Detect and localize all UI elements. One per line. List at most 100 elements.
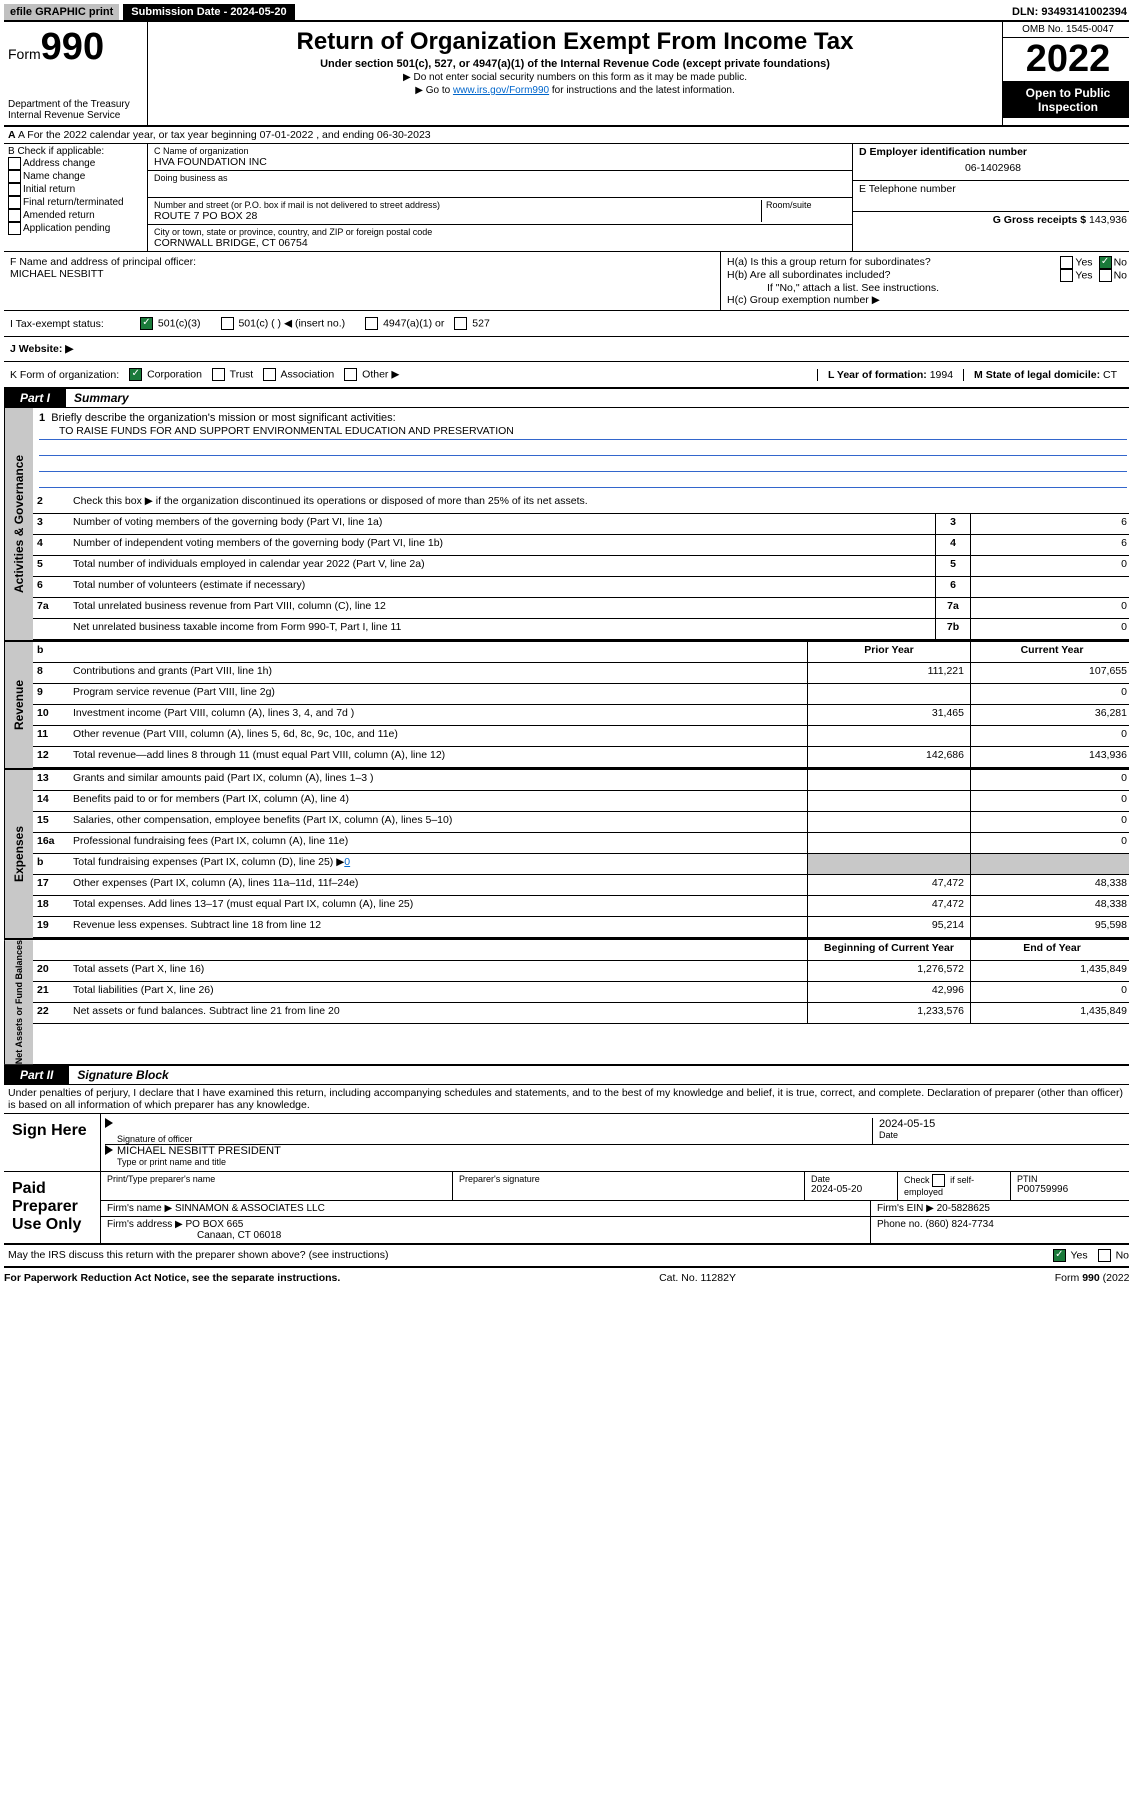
yf-value: 1994: [930, 369, 953, 381]
org-name: HVA FOUNDATION INC: [154, 156, 846, 168]
cb-initial-return[interactable]: Initial return: [8, 183, 143, 196]
sd-label: M State of legal domicile:: [974, 369, 1100, 381]
vtab-expenses: Expenses: [4, 770, 33, 938]
firm-ein-label: Firm's EIN ▶: [877, 1203, 934, 1214]
omb-number: OMB No. 1545-0047: [1003, 22, 1129, 37]
firm-name-label: Firm's name ▶: [107, 1203, 172, 1214]
note2-pre: ▶ Go to: [415, 85, 453, 96]
cb-amended-return[interactable]: Amended return: [8, 209, 143, 222]
opt-label: Corporation: [147, 368, 202, 380]
note-ssn: ▶ Do not enter social security numbers o…: [152, 72, 998, 83]
discuss-no[interactable]: No: [1098, 1249, 1129, 1262]
yes-label: Yes: [1075, 269, 1092, 281]
cb-501c3[interactable]: ✓ 501(c)(3): [140, 317, 201, 330]
footer-left: For Paperwork Reduction Act Notice, see …: [4, 1272, 340, 1284]
phone-label: E Telephone number: [859, 183, 1127, 195]
paid-preparer-row: Paid Preparer Use Only Print/Type prepar…: [4, 1172, 1129, 1245]
cb-trust[interactable]: Trust: [212, 368, 253, 381]
hb-no[interactable]: No: [1099, 269, 1127, 282]
mission-blank: [39, 473, 1127, 488]
l10-desc: Investment income (Part VIII, column (A)…: [69, 705, 807, 725]
l18-desc: Total expenses. Add lines 13–17 (must eq…: [69, 896, 807, 916]
preparer-name-label: Print/Type preparer's name: [107, 1174, 446, 1184]
ein-value: 06-1402968: [859, 158, 1127, 178]
part2-title: Signature Block: [69, 1066, 176, 1084]
cb-label: Initial return: [23, 184, 75, 195]
preparer-date-label: Date: [811, 1174, 891, 1184]
cb-application-pending[interactable]: Application pending: [8, 222, 143, 235]
column-b: B Check if applicable: Address change Na…: [4, 144, 148, 251]
l20-desc: Total assets (Part X, line 16): [69, 961, 807, 981]
l2-desc: Check this box ▶ if the organization dis…: [69, 493, 1129, 513]
l5-val: 0: [970, 556, 1129, 576]
l16b-desc: Total fundraising expenses (Part IX, col…: [69, 854, 807, 874]
l13-desc: Grants and similar amounts paid (Part IX…: [69, 770, 807, 790]
row-k: K Form of organization: ✓ Corporation Tr…: [4, 362, 1129, 389]
state-domicile: M State of legal domicile: CT: [963, 369, 1127, 381]
l7a-desc: Total unrelated business revenue from Pa…: [69, 598, 935, 618]
sig-date-label: Date: [879, 1130, 1129, 1140]
gross-receipts-value: 143,936: [1089, 214, 1127, 226]
vtab-revenue: Revenue: [4, 642, 33, 768]
column-d: D Employer identification number 06-1402…: [852, 144, 1129, 251]
address-label: Number and street (or P.O. box if mail i…: [154, 200, 761, 210]
l15-prior: [807, 812, 970, 832]
sig-date-value: 2024-05-15: [879, 1118, 1129, 1130]
l14-curr: 0: [970, 791, 1129, 811]
no-label: No: [1114, 256, 1127, 268]
cb-self-employed[interactable]: [932, 1174, 945, 1187]
mission-text: TO RAISE FUNDS FOR AND SUPPORT ENVIRONME…: [39, 425, 1127, 440]
column-f: F Name and address of principal officer:…: [4, 252, 720, 310]
cb-label: Amended return: [23, 210, 95, 221]
opt-label: 501(c) ( ) ◀ (insert no.): [238, 317, 345, 329]
net-assets-section: Net Assets or Fund Balances Beginning of…: [4, 940, 1129, 1066]
l16a-curr: 0: [970, 833, 1129, 853]
l7b-desc: Net unrelated business taxable income fr…: [69, 619, 935, 639]
row-j: J Website: ▶: [4, 337, 1129, 362]
l4-desc: Number of independent voting members of …: [69, 535, 935, 555]
l16b-curr: [970, 854, 1129, 874]
ha-label: H(a) Is this a group return for subordin…: [727, 256, 1060, 269]
ha-yes[interactable]: Yes: [1060, 256, 1092, 269]
cb-address-change[interactable]: Address change: [8, 157, 143, 170]
ha-no[interactable]: ✓No: [1099, 256, 1127, 269]
form-subtitle: Under section 501(c), 527, or 4947(a)(1)…: [152, 58, 998, 70]
opt-label: Trust: [230, 368, 254, 380]
current-year-header: Current Year: [970, 642, 1129, 662]
irs-link[interactable]: www.irs.gov/Form990: [453, 85, 549, 96]
cb-4947[interactable]: 4947(a)(1) or: [365, 317, 444, 330]
part2-header: Part II Signature Block: [4, 1066, 1129, 1085]
cb-corp[interactable]: ✓ Corporation: [129, 368, 202, 381]
l21-curr: 0: [970, 982, 1129, 1002]
paid-preparer-label: Paid Preparer Use Only: [4, 1172, 100, 1243]
opt-label: Association: [281, 368, 335, 380]
l3-val: 6: [970, 514, 1129, 534]
l17-curr: 48,338: [970, 875, 1129, 895]
firm-ein-value: 20-5828625: [937, 1203, 990, 1214]
l19-desc: Revenue less expenses. Subtract line 18 …: [69, 917, 807, 937]
l6-val: [970, 577, 1129, 597]
hb-yes[interactable]: Yes: [1060, 269, 1092, 282]
l21-desc: Total liabilities (Part X, line 26): [69, 982, 807, 1002]
top-bar: efile GRAPHIC print Submission Date - 20…: [4, 4, 1129, 22]
discuss-yes[interactable]: ✓ Yes: [1053, 1249, 1088, 1262]
sig-name-label: Type or print name and title: [117, 1157, 1129, 1167]
note-link: ▶ Go to www.irs.gov/Form990 for instruct…: [152, 85, 998, 96]
column-c: C Name of organization HVA FOUNDATION IN…: [148, 144, 852, 251]
cb-other[interactable]: Other ▶: [344, 368, 399, 381]
cb-501c[interactable]: 501(c) ( ) ◀ (insert no.): [221, 317, 346, 330]
efile-label[interactable]: efile GRAPHIC print: [4, 4, 119, 20]
fr-bold: 990: [1082, 1272, 1100, 1284]
cb-527[interactable]: 527: [454, 317, 489, 330]
cb-final-return[interactable]: Final return/terminated: [8, 196, 143, 209]
l18-curr: 48,338: [970, 896, 1129, 916]
l7a-val: 0: [970, 598, 1129, 618]
expenses-section: Expenses 13Grants and similar amounts pa…: [4, 770, 1129, 940]
hb-note: If "No," attach a list. See instructions…: [727, 282, 1127, 294]
ptin-value: P00759996: [1017, 1184, 1127, 1195]
org-name-label: C Name of organization: [154, 146, 846, 156]
l3-desc: Number of voting members of the governin…: [69, 514, 935, 534]
cb-assoc[interactable]: Association: [263, 368, 334, 381]
cb-name-change[interactable]: Name change: [8, 170, 143, 183]
check-applicable-label: B Check if applicable:: [8, 146, 143, 157]
